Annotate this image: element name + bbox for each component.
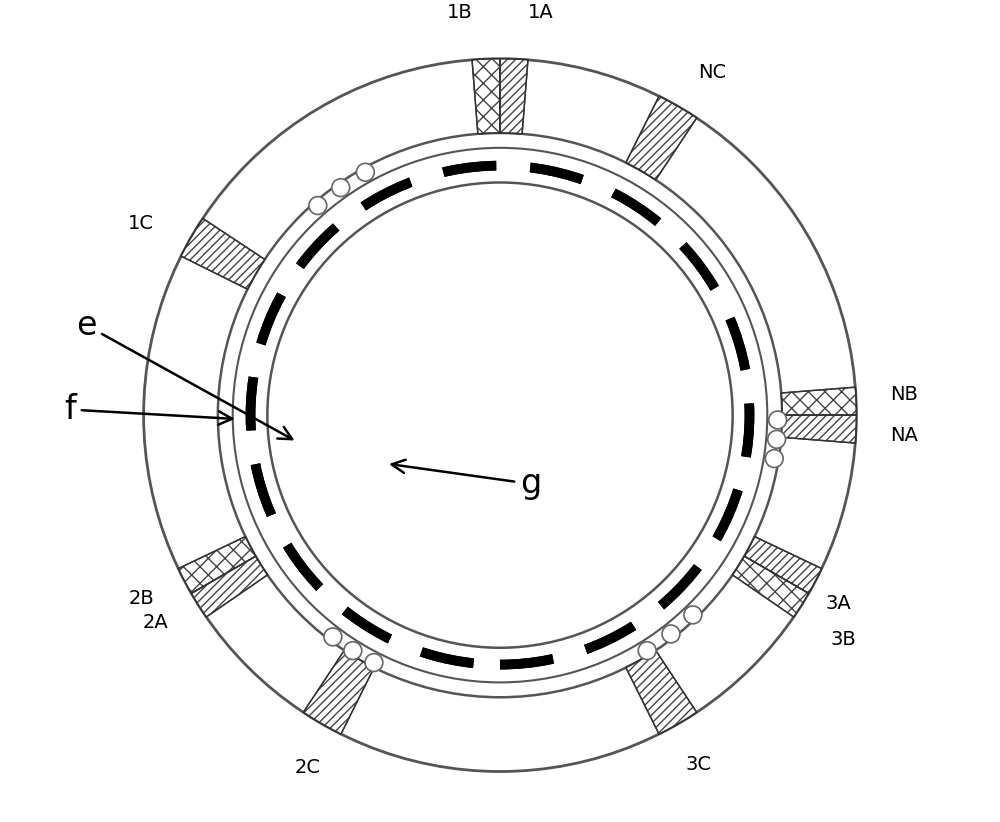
Circle shape: [344, 642, 362, 659]
Circle shape: [356, 164, 374, 181]
Circle shape: [662, 625, 680, 643]
Text: 3C: 3C: [686, 755, 712, 774]
Polygon shape: [733, 556, 809, 617]
Circle shape: [769, 411, 787, 429]
Polygon shape: [500, 58, 528, 134]
Text: NB: NB: [891, 386, 918, 404]
Text: f: f: [64, 393, 232, 426]
Circle shape: [309, 196, 327, 215]
Text: 3A: 3A: [825, 594, 851, 613]
Circle shape: [684, 606, 702, 624]
Text: 1B: 1B: [447, 3, 473, 22]
Circle shape: [365, 653, 383, 672]
Polygon shape: [472, 58, 500, 134]
Polygon shape: [781, 387, 856, 415]
Polygon shape: [744, 537, 822, 593]
Circle shape: [638, 642, 656, 659]
Polygon shape: [626, 96, 697, 180]
Polygon shape: [181, 219, 265, 289]
Circle shape: [765, 450, 783, 468]
Text: g: g: [392, 459, 541, 501]
Polygon shape: [191, 556, 267, 617]
Text: NC: NC: [698, 62, 726, 81]
Text: 3B: 3B: [830, 630, 856, 649]
Polygon shape: [781, 415, 856, 443]
Circle shape: [768, 431, 786, 448]
Text: 2C: 2C: [294, 759, 320, 778]
Text: e: e: [76, 309, 292, 439]
Polygon shape: [303, 650, 374, 734]
Circle shape: [332, 178, 350, 196]
Polygon shape: [626, 650, 697, 734]
Text: 1C: 1C: [128, 214, 154, 233]
Text: 2A: 2A: [143, 613, 168, 632]
Text: NA: NA: [891, 426, 918, 445]
Text: 2B: 2B: [129, 589, 155, 608]
Circle shape: [324, 628, 342, 646]
Text: 1A: 1A: [527, 3, 553, 22]
Polygon shape: [178, 537, 256, 593]
